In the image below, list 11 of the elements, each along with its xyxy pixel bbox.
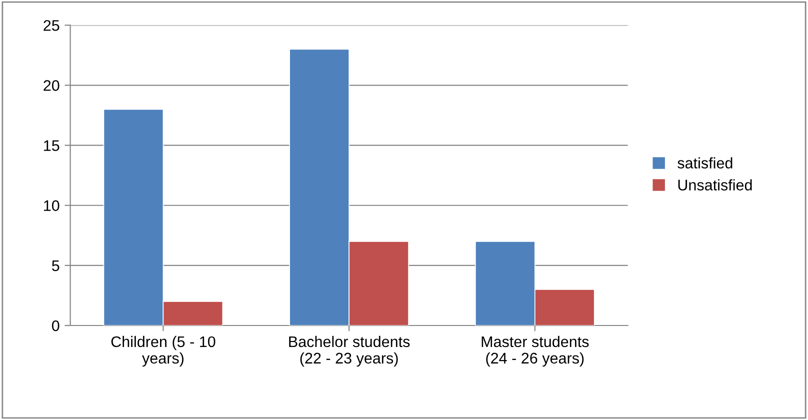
x-tick-label: Children (5 - 10 years) xyxy=(111,336,216,367)
legend-label: Unsatisfied xyxy=(678,179,752,190)
x-tick-label: Master students (24 - 26 years) xyxy=(482,336,589,367)
x-tick-label: Bachelor students (22 - 23 years) xyxy=(289,336,410,367)
y-tick-label: 20 xyxy=(44,80,60,91)
y-tick-label: 0 xyxy=(52,320,60,332)
y-tick-label: 15 xyxy=(44,140,60,152)
y-tick-label: 10 xyxy=(44,200,60,212)
y-tick-label: 25 xyxy=(44,20,60,31)
legend-label: satisfied xyxy=(678,157,732,169)
y-tick-label: 5 xyxy=(52,260,60,272)
